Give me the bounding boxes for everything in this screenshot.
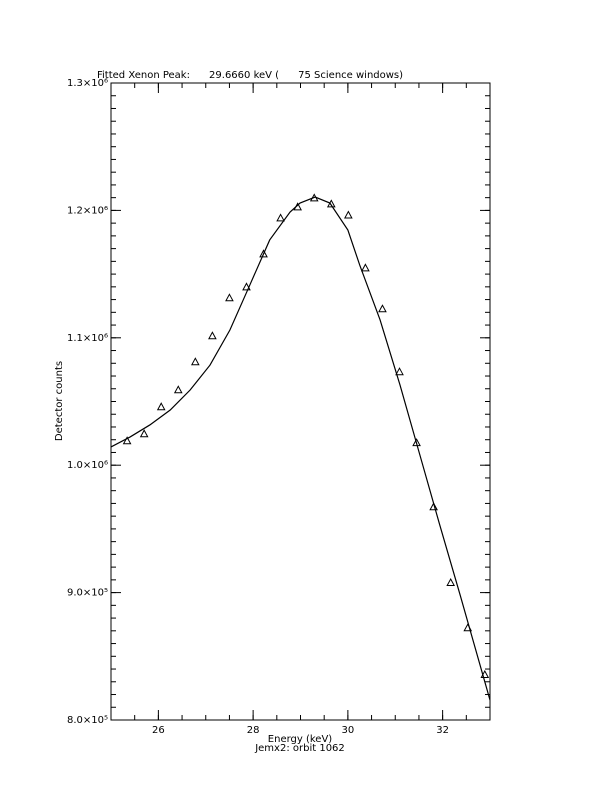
data-point — [259, 249, 268, 258]
data-point — [463, 623, 473, 632]
y-tick-label: 1.2×10⁶ — [67, 205, 108, 216]
fit-line — [111, 196, 490, 701]
y-tick-label: 1.3×10⁶ — [67, 78, 108, 89]
x-tick-label: 30 — [342, 725, 355, 736]
data-point — [309, 193, 319, 202]
y-tick-label: 9.0×10⁵ — [67, 588, 108, 599]
data-point — [412, 438, 421, 447]
subtitle: Jemx2: orbit 1062 — [254, 743, 345, 754]
chart-title: Fitted Xenon Peak: 29.6660 keV ( 75 Scie… — [97, 70, 403, 81]
data-point — [122, 436, 132, 445]
x-tick-label: 26 — [152, 725, 165, 736]
data-point — [208, 331, 217, 340]
x-tick-label: 32 — [436, 725, 449, 736]
data-point — [429, 502, 438, 511]
data-point — [173, 385, 183, 394]
y-tick-label: 8.0×10⁵ — [67, 715, 108, 726]
data-point — [293, 202, 302, 211]
x-tick-label: 28 — [247, 725, 260, 736]
plot-frame — [110, 82, 491, 721]
data-point — [156, 402, 166, 411]
y-axis-label: Detector counts — [54, 361, 65, 441]
data-point — [480, 669, 490, 679]
data-point — [276, 213, 285, 222]
data-point — [361, 263, 370, 272]
data-point — [190, 357, 200, 366]
data-point — [225, 293, 234, 302]
data-point — [139, 429, 149, 438]
data-point — [326, 199, 336, 208]
data-point — [395, 367, 404, 376]
y-tick-label: 1.0×10⁶ — [67, 460, 108, 471]
data-point — [344, 210, 353, 219]
x-axis-label: Energy (keV) — [268, 734, 333, 745]
y-tick-label: 1.1×10⁶ — [67, 333, 108, 344]
data-point — [446, 577, 456, 587]
data-point — [242, 282, 251, 291]
data-point — [378, 304, 387, 313]
